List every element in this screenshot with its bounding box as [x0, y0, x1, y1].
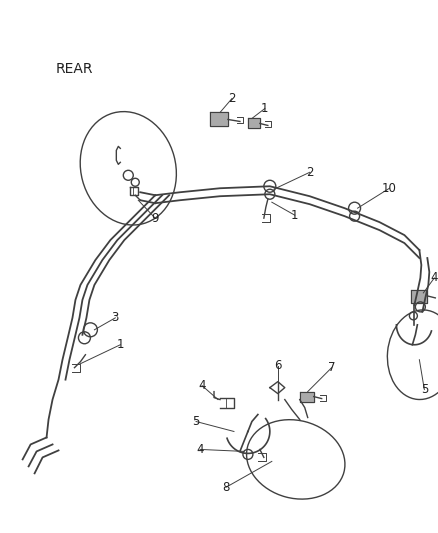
Text: 9: 9 — [151, 212, 159, 224]
Text: 1: 1 — [290, 208, 298, 222]
Polygon shape — [299, 392, 313, 401]
Text: 1: 1 — [261, 102, 268, 115]
Text: 2: 2 — [305, 166, 313, 179]
Text: 3: 3 — [111, 311, 119, 325]
Text: REAR: REAR — [55, 62, 93, 76]
Text: 8: 8 — [222, 481, 229, 494]
Polygon shape — [209, 112, 227, 126]
Text: 6: 6 — [273, 359, 281, 372]
Text: 5: 5 — [420, 383, 427, 396]
Text: 1: 1 — [117, 338, 124, 351]
Text: 4: 4 — [430, 271, 437, 285]
Text: 5: 5 — [192, 415, 199, 428]
Text: 2: 2 — [228, 92, 235, 105]
Text: 4: 4 — [196, 443, 203, 456]
Text: 4: 4 — [198, 379, 205, 392]
Text: 10: 10 — [381, 182, 396, 195]
Polygon shape — [247, 118, 259, 128]
Text: 7: 7 — [327, 361, 335, 374]
Polygon shape — [410, 290, 426, 303]
